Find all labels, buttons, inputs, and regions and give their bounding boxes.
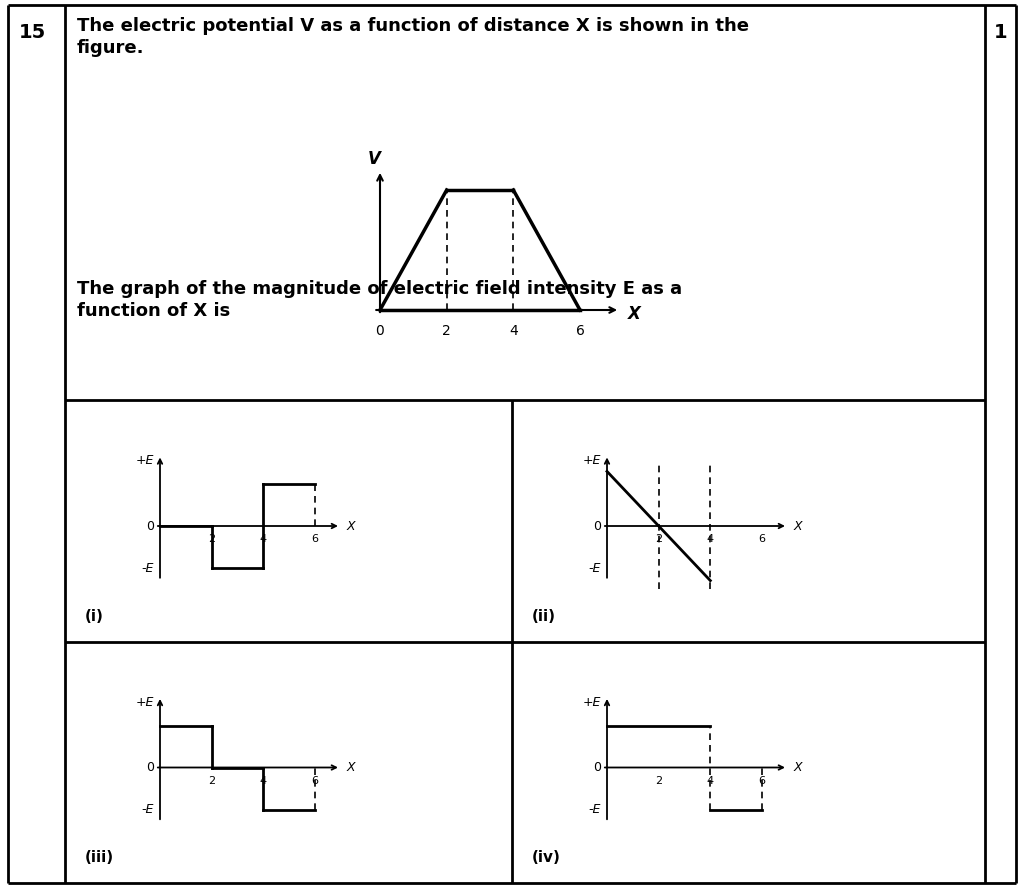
Text: +E: +E xyxy=(135,455,154,467)
Text: (ii): (ii) xyxy=(532,609,556,624)
Text: The electric potential V as a function of distance X is shown in the: The electric potential V as a function o… xyxy=(77,17,749,35)
Text: 6: 6 xyxy=(759,534,766,544)
Text: X: X xyxy=(628,305,641,323)
Text: 0: 0 xyxy=(593,761,601,774)
Text: -E: -E xyxy=(589,803,601,816)
Text: 2: 2 xyxy=(442,324,451,338)
Text: 6: 6 xyxy=(311,534,318,544)
Text: (iv): (iv) xyxy=(532,850,561,865)
Text: 6: 6 xyxy=(575,324,585,338)
Text: 6: 6 xyxy=(311,775,318,786)
Text: V: V xyxy=(368,150,381,168)
Text: +E: +E xyxy=(583,455,601,467)
Text: -E: -E xyxy=(141,561,154,575)
Text: 0: 0 xyxy=(376,324,384,338)
Text: 2: 2 xyxy=(208,775,215,786)
Text: figure.: figure. xyxy=(77,39,144,57)
Text: (i): (i) xyxy=(85,609,103,624)
Text: 15: 15 xyxy=(18,23,46,42)
Text: 0: 0 xyxy=(146,519,154,533)
Text: X: X xyxy=(347,519,355,533)
Text: 0: 0 xyxy=(146,761,154,774)
Text: 2: 2 xyxy=(655,534,663,544)
Text: 0: 0 xyxy=(593,519,601,533)
Text: (iii): (iii) xyxy=(85,850,114,865)
Text: 4: 4 xyxy=(509,324,518,338)
Text: X: X xyxy=(794,519,803,533)
Text: 4: 4 xyxy=(707,775,714,786)
Text: +E: +E xyxy=(583,696,601,709)
Text: -E: -E xyxy=(589,561,601,575)
Text: +E: +E xyxy=(135,696,154,709)
Text: -E: -E xyxy=(141,803,154,816)
Text: function of X is: function of X is xyxy=(77,302,230,320)
Text: 4: 4 xyxy=(260,775,267,786)
Text: 4: 4 xyxy=(260,534,267,544)
Text: The graph of the magnitude of electric field intensity E as a: The graph of the magnitude of electric f… xyxy=(77,280,682,298)
Text: 2: 2 xyxy=(655,775,663,786)
Text: 2: 2 xyxy=(208,534,215,544)
Text: 4: 4 xyxy=(707,534,714,544)
Text: X: X xyxy=(794,761,803,774)
Text: 6: 6 xyxy=(759,775,766,786)
Text: X: X xyxy=(347,761,355,774)
Text: 1: 1 xyxy=(993,23,1008,42)
